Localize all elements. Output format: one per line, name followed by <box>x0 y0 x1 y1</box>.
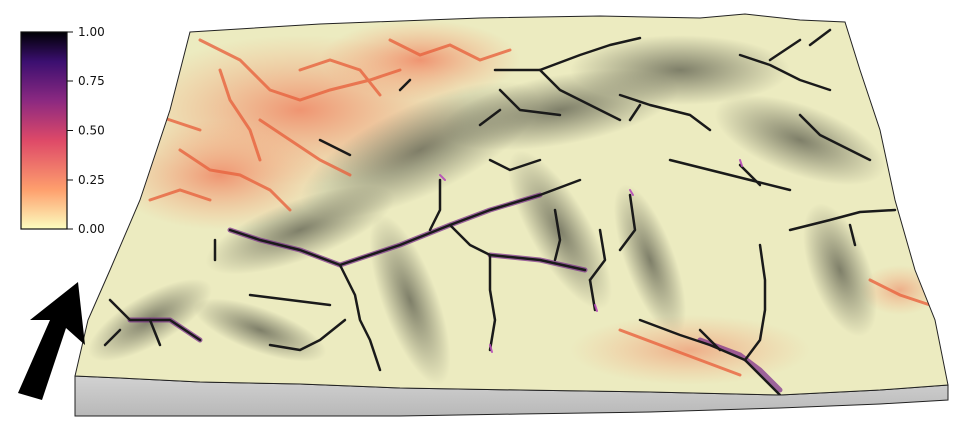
ridge-shadows <box>88 35 886 386</box>
colorbar-tick-label: 0.75 <box>78 74 105 88</box>
terrain-outline <box>74 13 949 396</box>
terrain-surface <box>75 14 948 395</box>
colorbar: 1.00 0.75 0.50 0.25 0.00 <box>20 25 105 236</box>
colorbar-tick-label: 0.00 <box>78 222 105 236</box>
stream-network <box>103 28 897 395</box>
minor-drainage <box>138 38 932 377</box>
colorbar-tick-label: 1.00 <box>78 25 105 39</box>
colorbar-tick-label: 0.50 <box>78 124 105 138</box>
colorbar-ticks <box>67 31 73 230</box>
colorbar-tick-label: 0.25 <box>78 173 105 187</box>
north-arrow-icon <box>18 282 85 400</box>
colorbar-gradient <box>20 31 68 230</box>
